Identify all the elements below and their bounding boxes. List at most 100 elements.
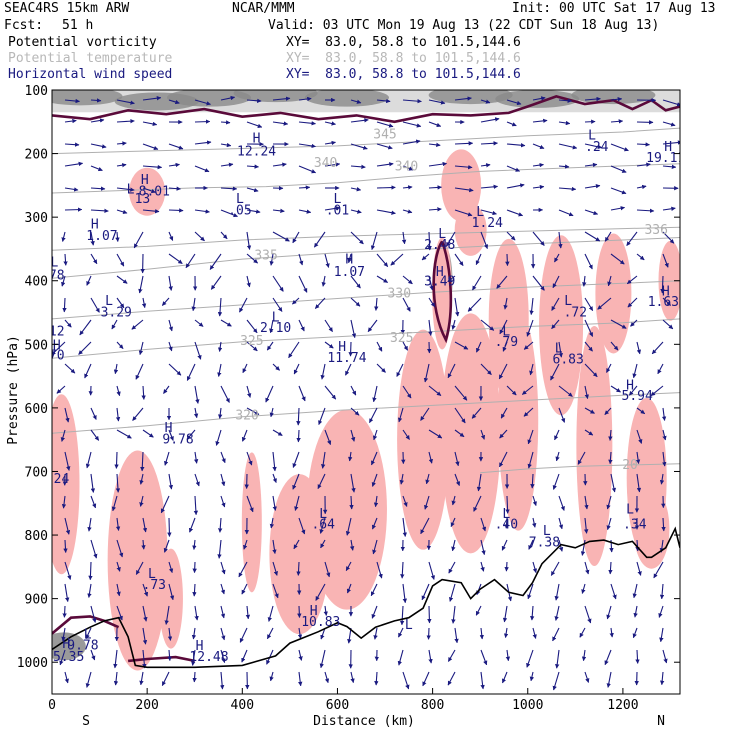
wind-vector (349, 495, 354, 510)
wind-vector (345, 561, 352, 571)
wind-vector (116, 561, 121, 572)
wind-vector (402, 98, 422, 104)
wind-vector (191, 627, 197, 640)
wind-vector (167, 627, 173, 641)
wind-vector (298, 385, 306, 402)
wind-vector (345, 517, 352, 536)
wind-vectors (52, 95, 680, 691)
wind-vector (168, 473, 174, 490)
wind-vector (610, 165, 627, 173)
wind-vector (428, 121, 442, 127)
fcst-label: Fcst: (4, 18, 44, 33)
wind-vector (113, 649, 118, 669)
wind-vector (193, 451, 199, 464)
wind-vector (476, 473, 482, 492)
wind-vector (168, 99, 180, 105)
wind-vector (610, 97, 623, 102)
wind-vector (607, 275, 612, 287)
wind-vector (584, 253, 593, 270)
wind-vector (609, 627, 614, 638)
wind-vector (584, 407, 595, 414)
wind-vector (142, 583, 149, 597)
wind-vector (292, 473, 300, 490)
wind-vector (555, 451, 560, 462)
wind-vector (376, 363, 386, 373)
wind-vector (324, 671, 330, 684)
wind-vector (371, 605, 378, 619)
x-tick-label: 1000 (512, 698, 543, 713)
wind-vector (506, 121, 517, 127)
wind-vector (604, 407, 612, 415)
wind-vector (376, 185, 396, 190)
wind-vector (59, 649, 66, 666)
wind-vector (370, 231, 378, 251)
wind-vector (454, 407, 466, 424)
pv-extrema-label: L (405, 618, 413, 633)
wind-vector (376, 561, 383, 579)
pv-extrema-label: L (319, 507, 327, 522)
wind-vector (246, 187, 259, 193)
wind-vector (505, 253, 510, 267)
wind-vector (427, 605, 432, 624)
wind-vector (88, 561, 93, 581)
wind-vector (650, 385, 664, 397)
wind-vector (370, 451, 378, 466)
wind-vector (506, 165, 521, 172)
wind-vector (194, 140, 212, 145)
wind-vector (164, 605, 170, 625)
wind-vector (480, 141, 498, 146)
wind-vector (454, 209, 473, 217)
wind-vector (56, 385, 66, 394)
wind-vector (454, 429, 465, 438)
wind-vector (636, 473, 642, 493)
wind-vector (113, 363, 119, 375)
wind-vector (580, 539, 586, 556)
wind-vector (505, 495, 510, 514)
wind-vector (90, 231, 95, 246)
wind-vector (558, 407, 566, 423)
wind-vector (168, 143, 184, 150)
wind-vector (210, 275, 222, 290)
pv-extrema-label: 19.11 (646, 151, 685, 166)
wind-vector (194, 165, 210, 173)
wind-vector (662, 121, 676, 127)
wind-vector (168, 253, 183, 265)
wind-vector (632, 363, 638, 379)
wind-vector (552, 627, 560, 642)
wind-vector (293, 363, 300, 375)
wind-vector (246, 495, 254, 513)
wind-vector (610, 253, 625, 265)
wind-vector (116, 429, 132, 439)
wind-vector (168, 186, 181, 191)
wind-vector (445, 231, 456, 247)
wind-vector (115, 517, 121, 531)
wind-vector (63, 253, 68, 266)
wind-vector (402, 341, 409, 351)
wind-vector (532, 184, 545, 190)
pv-extrema-label: .73 (143, 578, 166, 593)
theta-contour-line (52, 226, 680, 251)
wind-vector (220, 495, 226, 508)
wind-vector (193, 407, 199, 419)
wind-vector (532, 118, 548, 124)
theta-contour-label: 340 (314, 156, 337, 171)
wind-vector (220, 385, 230, 403)
pv-extrema-label: .72 (564, 305, 587, 320)
wind-vector (114, 451, 119, 469)
wind-vector (606, 517, 612, 531)
wind-vector (142, 96, 162, 101)
wind-vector (320, 363, 326, 380)
wind-vector (626, 275, 638, 285)
wind-vector (191, 649, 196, 666)
wind-vector (428, 429, 443, 439)
wind-vector (139, 495, 144, 507)
wind-vector (555, 649, 560, 669)
wind-vector (160, 495, 170, 514)
wind-vector (402, 495, 408, 507)
wind-vector (269, 671, 274, 682)
wind-vector (428, 319, 433, 336)
wind-vector (246, 98, 262, 103)
pv-extrema-label: 3.29 (101, 305, 132, 320)
wind-vector (194, 473, 200, 487)
